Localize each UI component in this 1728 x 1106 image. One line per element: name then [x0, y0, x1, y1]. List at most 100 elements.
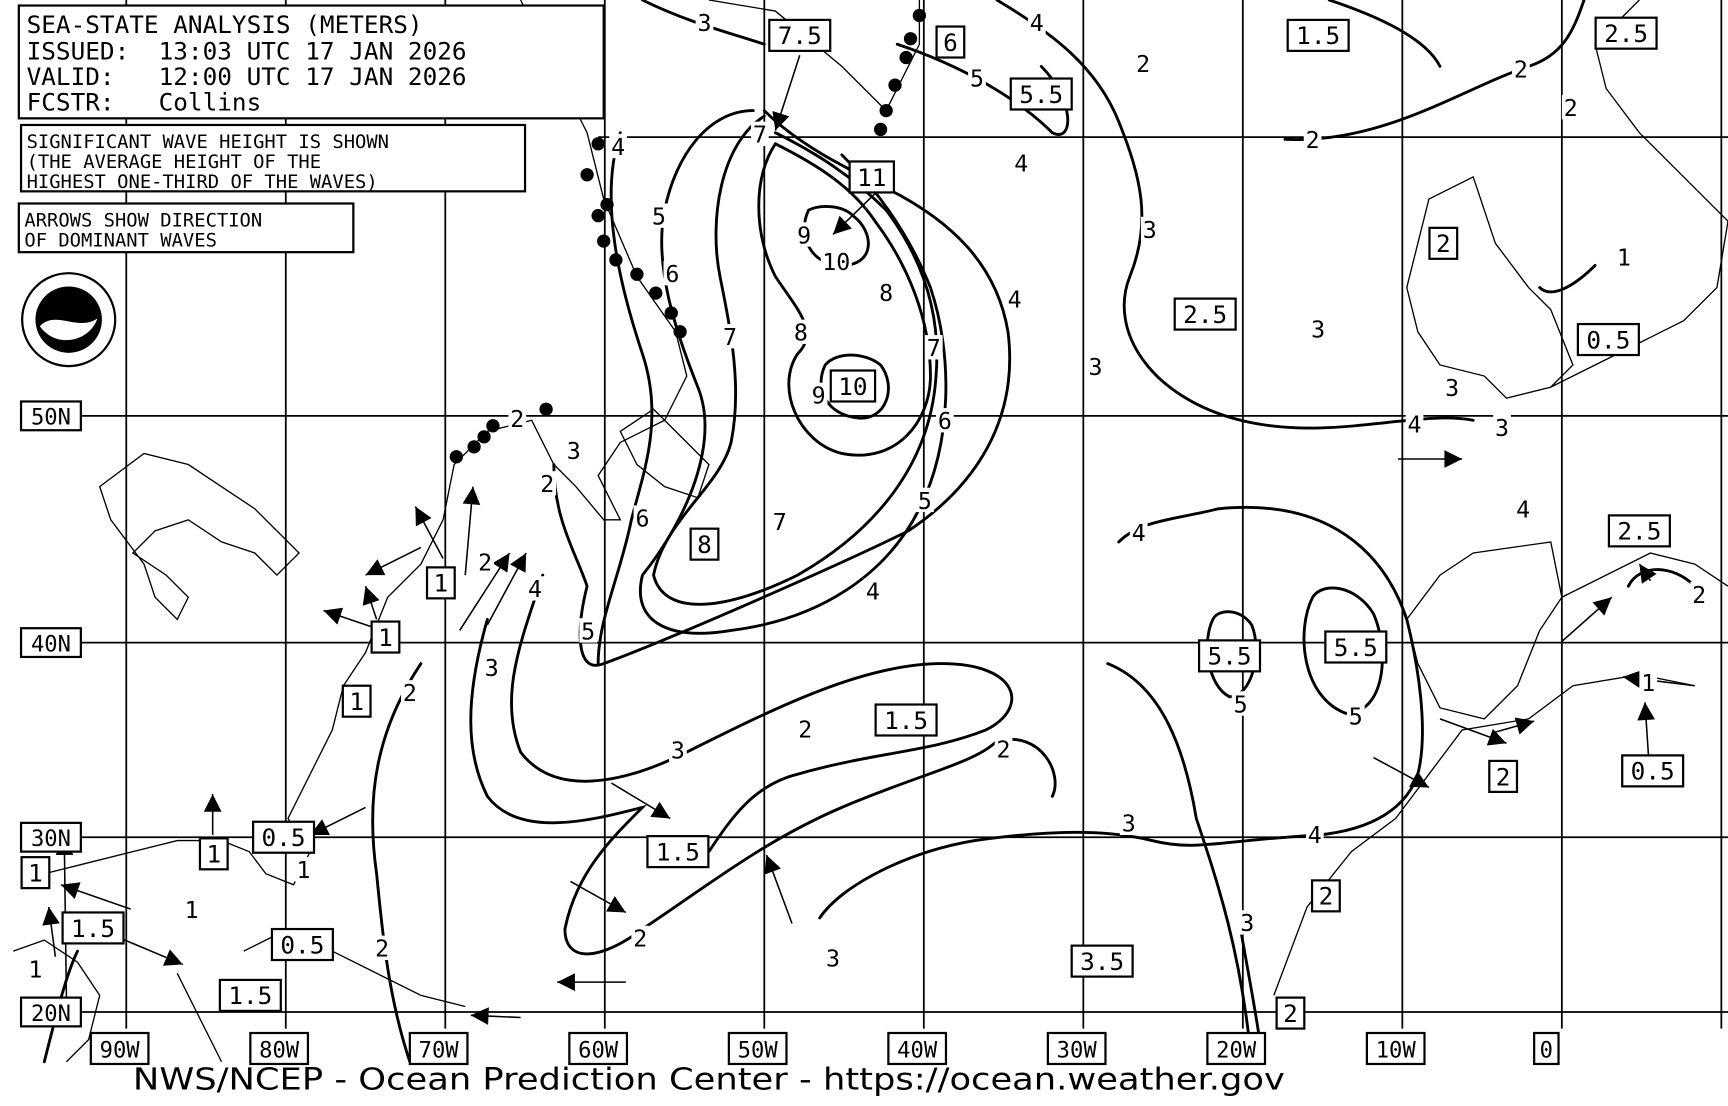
svg-text:5.5: 5.5 [1334, 633, 1378, 662]
wave-height-box: 2.5 [1173, 297, 1237, 331]
svg-text:0.5: 0.5 [280, 930, 324, 959]
svg-text:2: 2 [1319, 882, 1334, 911]
svg-text:10W: 10W [1376, 1037, 1417, 1063]
wave-height-box: 8 [689, 527, 720, 561]
contour-label: 2 [1303, 127, 1322, 154]
svg-text:3: 3 [1089, 354, 1103, 381]
svg-text:2: 2 [798, 717, 812, 744]
longitude-label: 60W [568, 1031, 629, 1066]
wave-height-box: 2.5 [1594, 16, 1658, 50]
arrowhead-icon [764, 854, 781, 875]
arrows-note: ARROWS SHOW DIRECTION OF DOMINANT WAVES [17, 202, 355, 254]
arrowhead-icon [1444, 450, 1463, 468]
arrowhead-icon [365, 559, 386, 576]
header-title: SEA-STATE ANALYSIS (METERS) [27, 10, 423, 39]
svg-text:2: 2 [1306, 127, 1320, 154]
svg-text:1: 1 [349, 687, 364, 716]
svg-text:4: 4 [1516, 497, 1530, 524]
svg-text:1.5: 1.5 [228, 981, 272, 1010]
wave-height-box: 1 [425, 566, 456, 600]
svg-text:6: 6 [635, 505, 649, 532]
ice-edge-dot [879, 103, 893, 118]
wave-height-box: 1 [198, 837, 229, 871]
arrowhead-icon [832, 215, 852, 235]
wave-height-box: 0.5 [1576, 322, 1640, 357]
arrowhead-icon [362, 586, 380, 606]
contour-label: 2 [400, 680, 419, 707]
contour-label: 6 [936, 408, 954, 435]
wave-height-box: 1.5 [874, 703, 938, 737]
contour-label: 5 [650, 203, 668, 231]
contour-label: 2 [1561, 95, 1580, 122]
svg-text:2: 2 [1496, 762, 1511, 791]
svg-text:2: 2 [1564, 95, 1578, 122]
contour-label: 3 [1086, 353, 1105, 381]
arrowhead-icon [1486, 728, 1507, 746]
svg-text:2: 2 [375, 936, 389, 963]
contour-label: 3 [482, 654, 501, 682]
ice-edge-dot [580, 168, 594, 182]
contour-label: 3 [824, 945, 842, 973]
arrowhead-icon [1637, 702, 1655, 721]
contour-label: 2 [994, 736, 1013, 764]
contour-label: 1 [294, 857, 313, 884]
contour-label: 3 [564, 437, 583, 465]
svg-text:1.5: 1.5 [656, 837, 700, 866]
svg-text:7.5: 7.5 [778, 21, 822, 50]
contour-label: 4 [1129, 519, 1148, 547]
svg-text:6: 6 [943, 28, 958, 57]
ice-edge-dot [486, 419, 500, 433]
svg-text:3: 3 [1240, 910, 1254, 937]
contour-label: 2 [476, 549, 495, 577]
svg-text:3.5: 3.5 [1080, 947, 1124, 976]
svg-text:50W: 50W [738, 1037, 779, 1063]
wave-height-box: 5.5 [1197, 639, 1262, 673]
contour-label: 6 [663, 261, 682, 288]
arrowhead-icon [1592, 597, 1612, 616]
svg-text:1: 1 [1617, 244, 1631, 271]
svg-text:5.5: 5.5 [1019, 80, 1063, 109]
svg-text:3: 3 [485, 655, 499, 682]
arrowhead-icon [60, 882, 81, 899]
svg-text:3: 3 [1495, 415, 1509, 442]
longitude-label: 90W [89, 1031, 150, 1066]
svg-text:4: 4 [1014, 150, 1028, 177]
latitude-label: 20N [19, 996, 82, 1028]
latitude-labels: 50N 40N 30N 20N [19, 400, 82, 1028]
contour-label: 3 [1238, 910, 1257, 937]
svg-text:1: 1 [1641, 670, 1655, 697]
longitude-label: 70W [408, 1031, 469, 1066]
svg-text:90W: 90W [100, 1037, 141, 1063]
arrowhead-icon [1409, 771, 1429, 788]
svg-text:20W: 20W [1216, 1037, 1257, 1063]
arrowhead-icon [772, 110, 790, 131]
contour-label: 2 [1690, 581, 1709, 609]
svg-text:5: 5 [1349, 703, 1363, 730]
contour-label: 4 [1005, 286, 1024, 313]
svg-text:30N: 30N [31, 826, 71, 852]
svg-text:4: 4 [1008, 286, 1022, 313]
contour-label: 3 [1140, 216, 1159, 244]
note-line: SIGNIFICANT WAVE HEIGHT IS SHOWN [27, 132, 389, 153]
arrowhead-icon [203, 794, 222, 812]
ice-edge-dot [903, 32, 918, 46]
contour-label: 3 [695, 9, 714, 37]
wave-height-box: 2 [1428, 226, 1459, 260]
wave-height-box: 2 [1275, 996, 1306, 1030]
longitude-labels: 90W 80W 70W 60W 50W 40W 30W 20W 10W 0 [89, 1031, 1560, 1066]
svg-text:2: 2 [633, 926, 647, 953]
svg-text:2: 2 [540, 471, 554, 498]
svg-text:5.5: 5.5 [1208, 642, 1252, 671]
svg-text:2: 2 [403, 680, 417, 707]
contour-label: 1 [1639, 670, 1658, 697]
svg-text:5: 5 [970, 65, 984, 92]
footer-credit[interactable]: NWS/NCEP - Ocean Prediction Center - htt… [133, 1062, 1285, 1097]
longitude-label: 0 [1533, 1031, 1560, 1066]
svg-text:2: 2 [510, 406, 524, 433]
svg-text:3: 3 [1445, 375, 1459, 402]
wave-height-box: 1 [341, 684, 372, 718]
wave-height-note: SIGNIFICANT WAVE HEIGHT IS SHOWN (THE AV… [19, 123, 527, 193]
svg-text:6: 6 [938, 408, 952, 435]
latitude-label: 50N [19, 400, 82, 432]
